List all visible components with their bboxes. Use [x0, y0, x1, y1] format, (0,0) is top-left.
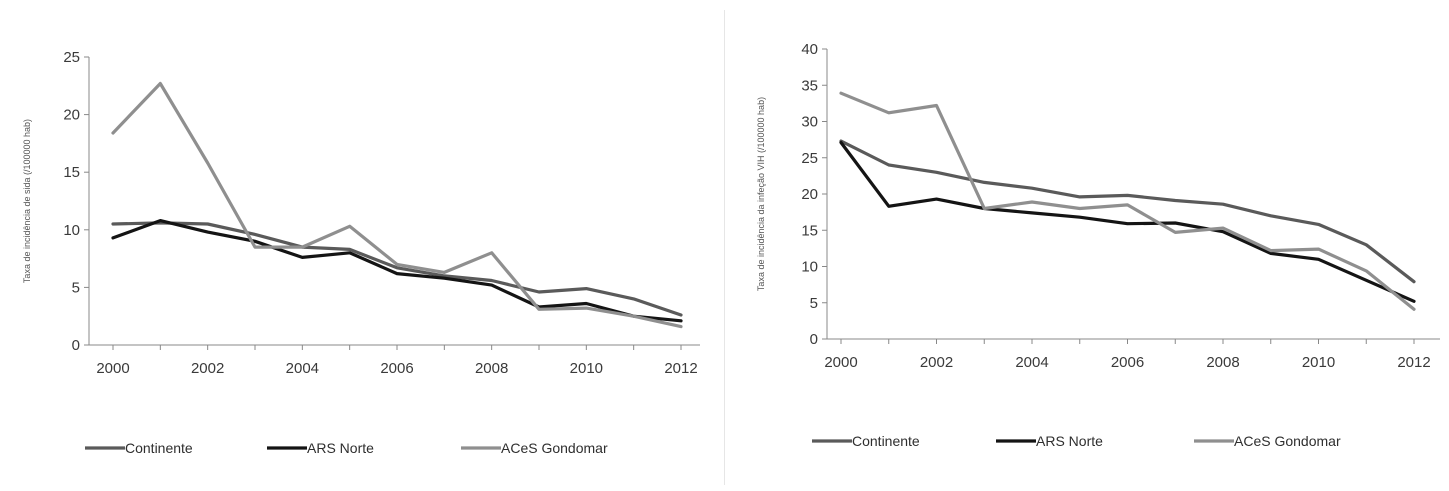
- y-tick-label: 20: [63, 107, 80, 124]
- series-line-ars-norte: [839, 140, 1416, 303]
- x-tick-label: 2002: [191, 360, 224, 377]
- y-tick-label: 25: [63, 49, 80, 66]
- y-axis-title: Taxa de incidência da infeção VIH (/1000…: [756, 97, 766, 291]
- legend-label: ARS Norte: [1036, 433, 1103, 449]
- series-line-aces-gondomar: [111, 81, 683, 329]
- chart-sida-svg: 0 5 10 15 20 25 2000 2002 2004 2006 2008 2010 2012 Ta…: [22, 49, 700, 456]
- legend-label: Continente: [852, 433, 920, 449]
- y-tick-label: 30: [801, 114, 818, 131]
- x-tick-label: 2004: [1015, 354, 1048, 371]
- legend-label: Continente: [125, 440, 193, 456]
- y-axis-title: Taxa de incidência de sida (/100000 hab): [22, 119, 32, 283]
- y-tick-label: 35: [801, 77, 818, 94]
- chart-panel-vih: 0 5 10 15 20 25 30 35 40 2000 2002 2004 2006 2008 2010…: [728, 0, 1449, 491]
- x-tick-label: 2008: [1206, 354, 1239, 371]
- x-tick-label: 2006: [380, 360, 413, 377]
- x-tick-label: 2010: [570, 360, 603, 377]
- x-tick-label: 2002: [920, 354, 953, 371]
- y-tick-label: 15: [801, 222, 818, 239]
- y-tick-label: 10: [801, 259, 818, 276]
- y-tick-label: 5: [72, 279, 80, 296]
- series-line-aces-gondomar: [839, 91, 1416, 311]
- x-tick-label: 2000: [824, 354, 857, 371]
- chart-panel-sida: 0 5 10 15 20 25 2000 2002 2004 2006 2008 2010 2012 Ta…: [0, 0, 722, 491]
- x-tick-label: 2012: [1397, 354, 1430, 371]
- y-tick-label: 15: [63, 164, 80, 181]
- y-tick-label: 10: [63, 222, 80, 239]
- chart-vih-svg: 0 5 10 15 20 25 30 35 40 2000 2002 2004 2006 2008 2010…: [756, 41, 1440, 449]
- series-line-continente: [111, 221, 683, 317]
- y-tick-label: 40: [801, 41, 818, 58]
- legend-label: ACeS Gondomar: [1234, 433, 1341, 449]
- y-tick-label: 0: [72, 337, 80, 354]
- series-line-continente: [839, 139, 1416, 284]
- x-tick-label: 2010: [1302, 354, 1335, 371]
- x-tick-label: 2004: [286, 360, 319, 377]
- y-tick-label: 0: [810, 331, 818, 348]
- x-tick-label: 2008: [475, 360, 508, 377]
- panel-divider: [724, 10, 725, 485]
- x-tick-label: 2006: [1111, 354, 1144, 371]
- legend-label: ARS Norte: [307, 440, 374, 456]
- legend-label: ACeS Gondomar: [501, 440, 608, 456]
- x-tick-label: 2012: [664, 360, 697, 377]
- series-line-ars-norte: [111, 219, 683, 323]
- y-tick-label: 25: [801, 150, 818, 167]
- x-tick-label: 2000: [96, 360, 129, 377]
- y-tick-label: 5: [810, 295, 818, 312]
- y-tick-label: 20: [801, 186, 818, 203]
